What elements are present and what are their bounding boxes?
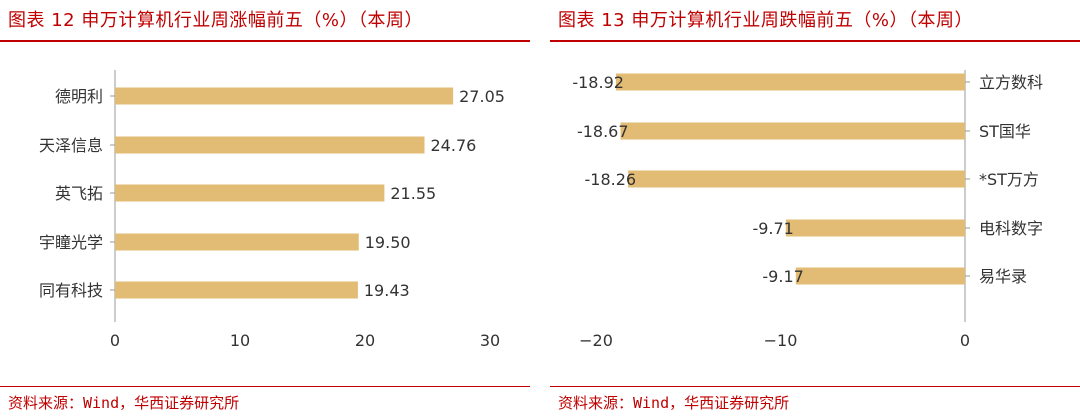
data-label: 24.76 xyxy=(431,136,477,155)
title-rule xyxy=(550,40,1080,42)
x-tick-label: 0 xyxy=(110,331,120,350)
right-chart-panel: 图表 13 申万计算机行业周跌幅前五（%）（本周） 立方数科 -18.92 ST国华… xyxy=(550,0,1080,416)
data-label: 27.05 xyxy=(459,87,505,106)
bar xyxy=(795,267,965,285)
x-tick-label: 0 xyxy=(960,331,970,350)
x-tick-label: −20 xyxy=(579,331,613,350)
data-label: 19.43 xyxy=(364,281,410,300)
chart-title: 图表 13 申万计算机行业周跌幅前五（%）（本周） xyxy=(558,10,973,31)
footer-rule xyxy=(0,386,530,387)
data-label: -18.92 xyxy=(572,73,624,92)
category-label: 电科数字 xyxy=(979,219,1043,238)
bar xyxy=(115,281,358,299)
category-label: 英飞拓 xyxy=(55,184,103,203)
footer-rule xyxy=(550,386,1080,387)
data-label: 21.55 xyxy=(390,184,436,203)
losers-bar-chart: 立方数科 -18.92 ST国华 -18.67 *ST万方 -18.26 电科数字 -9.71… xyxy=(572,70,1043,350)
chart-title: 图表 12 申万计算机行业周涨幅前五（%）（本周） xyxy=(8,10,423,31)
bar xyxy=(620,122,965,140)
x-tick-label: 20 xyxy=(355,331,375,350)
source-note: 资料来源：Wind，华西证券研究所 xyxy=(8,394,240,412)
data-label: -18.26 xyxy=(585,170,637,189)
gainers-bar-chart: 德明利 27.05 天泽信息 24.76 英飞拓 21.55 宇瞳光学 19.50 同有科技 19… xyxy=(39,70,505,350)
data-label: 19.50 xyxy=(365,233,411,252)
bar xyxy=(628,170,965,188)
category-label: 天泽信息 xyxy=(39,136,103,155)
title-rule xyxy=(0,40,530,42)
data-label: -18.67 xyxy=(577,122,629,141)
category-label: ST国华 xyxy=(979,122,1031,141)
bar xyxy=(115,233,359,251)
category-label: 同有科技 xyxy=(39,281,103,300)
x-tick-label: 10 xyxy=(230,331,250,350)
bar xyxy=(115,184,385,202)
category-label: 立方数科 xyxy=(979,73,1043,92)
bar xyxy=(785,219,965,237)
data-label: -9.71 xyxy=(752,219,793,238)
bar xyxy=(115,87,454,105)
x-tick-label: −10 xyxy=(764,331,798,350)
data-label: -9.17 xyxy=(762,267,803,286)
category-label: 易华录 xyxy=(979,267,1027,286)
category-label: 德明利 xyxy=(55,87,103,106)
source-note: 资料来源：Wind，华西证券研究所 xyxy=(558,394,790,412)
left-chart-panel: 图表 12 申万计算机行业周涨幅前五（%）（本周） 德明利 27.05 天泽信息 24… xyxy=(0,0,530,416)
bar xyxy=(615,73,965,91)
bar xyxy=(115,136,425,154)
category-label: *ST万方 xyxy=(979,170,1039,189)
category-label: 宇瞳光学 xyxy=(39,233,103,252)
x-tick-label: 30 xyxy=(480,331,500,350)
